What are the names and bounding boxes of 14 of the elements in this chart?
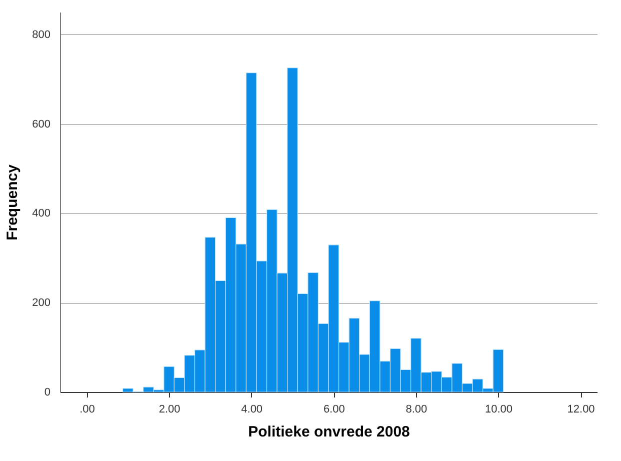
y-tick-label: 400 [32, 208, 50, 220]
y-tick-label: 0 [44, 386, 50, 398]
x-tick-label: 2.00 [158, 404, 180, 416]
y-tick-label: 600 [32, 118, 50, 130]
y-tick-label: 800 [32, 28, 50, 41]
y-axis-title: Frequency [4, 164, 22, 240]
x-tick-label: .00 [80, 404, 95, 416]
x-tick-label: 8.00 [406, 404, 428, 416]
y-tick-label: 200 [32, 297, 50, 310]
x-tick-label: 12.00 [567, 404, 595, 416]
x-axis-title: Politieke onvrede 2008 [248, 424, 410, 440]
x-tick-label: 6.00 [323, 404, 345, 416]
x-tick-label: 4.00 [241, 404, 263, 416]
x-tick-label: 10.00 [484, 404, 513, 416]
